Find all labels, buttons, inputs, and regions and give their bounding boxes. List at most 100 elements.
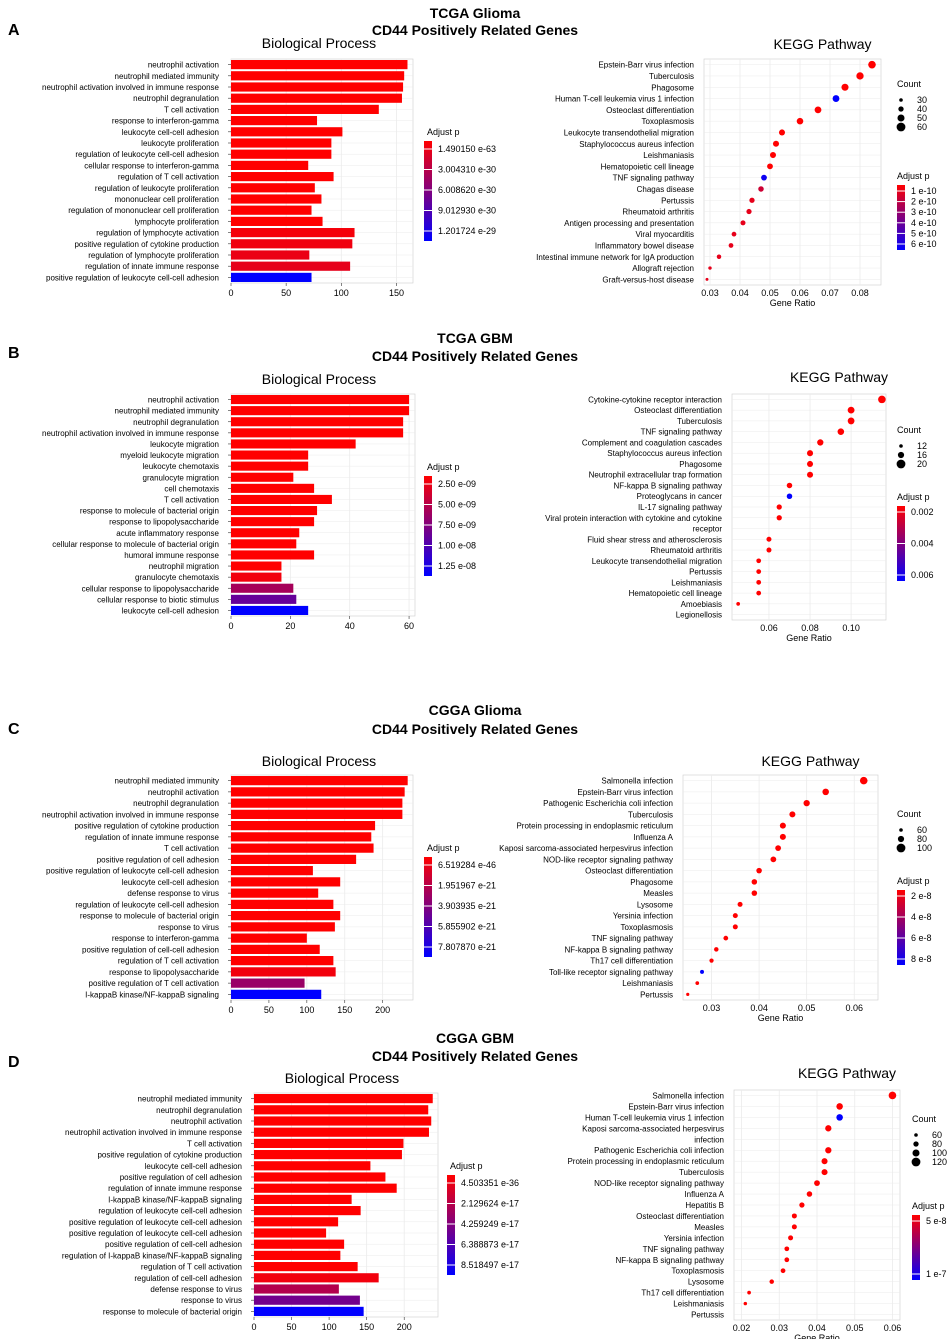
panel-c-bp-category-label: regulation of T cell activation <box>118 957 219 966</box>
panel-a-bp-category-label: positive regulation of leukocyte cell-ce… <box>46 273 219 282</box>
panel-b: B TCGA GBM CD44 Positively Related Genes Bi… <box>8 330 934 643</box>
panel-d-bp-legend-label: 4.503351 e-36 <box>461 1178 519 1188</box>
panel-d-kegg-dot <box>799 1202 805 1208</box>
panel-d-bp-category-label: positive regulation of leukocyte cell-ce… <box>69 1218 242 1227</box>
panel-a-bp-bar <box>231 172 334 182</box>
panel-b-bp-category-label: neutrophil degranulation <box>133 418 219 427</box>
panel-a-kegg-legend-label: 6 e-10 <box>911 239 937 249</box>
panel-b-kegg-category-label: Phagosome <box>679 460 722 469</box>
panel-d-kegg-size-label: 120 <box>932 1157 947 1167</box>
panel-c-kegg-dot <box>779 822 786 829</box>
panel-d-kegg-dot <box>780 1268 786 1274</box>
panel-c-kegg-category-label: Yersinia infection <box>613 912 673 921</box>
panel-b-kegg-xtick-label: 0.10 <box>842 623 860 633</box>
panel-d-bp-xtick-label: 50 <box>287 1322 297 1332</box>
panel-a-kegg-category-label: Leukocyte transendothelial migration <box>564 128 694 137</box>
panel-a-kegg-size-label: 30 <box>917 95 927 105</box>
panel-d-kegg-category-label: NOD-like receptor signaling pathway <box>594 1179 724 1188</box>
panel-a-kegg-legend-title: Adjust p <box>897 171 930 181</box>
panel-a-kegg-dot <box>856 72 864 80</box>
panel-a-bp-bar <box>231 104 379 114</box>
panel-b-kegg-category-label: Rheumatoid arthritis <box>650 546 722 555</box>
panel-b-kegg-dot <box>766 536 772 542</box>
panel-c-bp-category-label: I-kappaB kinase/NF-kappaB signaling <box>85 990 219 999</box>
panel-a-bp-category-label: neutrophil mediated immunity <box>115 72 220 81</box>
panel-d-bp-bar <box>254 1161 371 1171</box>
panel-d-kegg-dot <box>836 1114 843 1121</box>
panel-c-bp-bar <box>231 944 320 954</box>
panel-a-bp-legend-label: 1.490150 e-63 <box>438 144 496 154</box>
panel-c-letter: C <box>8 721 20 738</box>
panel-a-kegg-dot <box>769 152 777 159</box>
panel-b-bp-category-label: neutrophil activation involved in immune… <box>42 429 220 438</box>
panel-d-bp-category-label: regulation of leukocyte cell-cell adhesi… <box>98 1207 242 1216</box>
panel-b-bp-panel <box>230 393 416 617</box>
panel-b-bp-xtick-label: 40 <box>345 621 355 631</box>
panel-b-bp-xtick-label: 0 <box>228 621 233 631</box>
panel-a-bp-bar <box>231 160 309 170</box>
panel-a-kegg-dot <box>731 231 737 237</box>
panel-d-bp-bar <box>254 1273 379 1283</box>
panel-a-kegg-legend-label: 1 e-10 <box>911 186 937 196</box>
panel-a-kegg-size-label: 50 <box>917 113 927 123</box>
panel-b-kegg-dot <box>776 504 782 510</box>
panel-c-kegg-category-label: Kaposi sarcoma-associated herpesvirus in… <box>499 844 673 853</box>
panel-d-kegg-dot <box>836 1103 843 1110</box>
panel-d-kegg-category-label: Kaposi sarcoma-associated herpesvirus <box>582 1124 724 1133</box>
panel-a-kegg-category-label: Hematopoietic cell lineage <box>601 162 695 171</box>
panel-c-kegg-size-key <box>899 828 903 832</box>
panel-c-bp-category-label: positive regulation of cell-cell adhesio… <box>82 945 219 954</box>
panel-d-kegg-size-key <box>913 1141 919 1147</box>
panel-c-bp-category-label: positive regulation of cell adhesion <box>97 855 219 864</box>
panel-a-bp-bar <box>231 93 402 103</box>
panel-c-kegg-dot <box>695 981 700 985</box>
panel-d-bp-bar <box>254 1138 404 1148</box>
panel-c-bp-legend-label: 3.903935 e-21 <box>438 901 496 911</box>
panel-b-kegg-xtick-label: 0.08 <box>801 623 819 633</box>
panel-d-kegg-legend-label: 5 e-8 <box>926 1216 947 1226</box>
panel-a-kegg-dot <box>728 243 734 248</box>
panel-d-kegg-dot <box>747 1290 751 1295</box>
panel-a-bp-category-label: regulation of lymphocyte activation <box>96 229 219 238</box>
panel-b-bp-category-label: acute inflammatory response <box>116 529 219 538</box>
panel-c-bp-chart: Biological Process 0 50 100 150 200 neutrophil… <box>42 753 496 1015</box>
panel-a-bp-title: Biological Process <box>262 35 376 51</box>
panel-a-kegg-category-label: Chagas disease <box>637 185 695 194</box>
panel-d-kegg-size-title: Count <box>912 1114 937 1124</box>
panel-a-bp-xtick-label: 0 <box>228 288 233 298</box>
panel-d-kegg-colorbar <box>912 1215 920 1280</box>
panel-b-bp-category-label: cellular response to molecule of bacteri… <box>52 540 219 549</box>
panel-a-kegg-xtick-label: 0.07 <box>821 288 839 298</box>
panel-b-kegg-category-label: Staphylococcus aureus infection <box>607 449 722 458</box>
panel-b-kegg-category-label: Leishmaniasis <box>671 578 722 587</box>
panel-b-kegg-dot <box>756 558 762 564</box>
panel-a-kegg-category-label: Staphylococcus aureus infection <box>579 140 694 149</box>
panel-c-kegg-dot <box>732 924 738 930</box>
panel-b-bp-bar <box>231 572 282 582</box>
panel-c-kegg-size-label: 80 <box>917 834 927 844</box>
panel-c-kegg-category-label: Phagosome <box>630 878 673 887</box>
panel-d-kegg-dot <box>821 1169 828 1176</box>
panel-b-kegg-category-label: Leukocyte transendothelial migration <box>592 557 722 566</box>
panel-a-kegg-dot <box>705 277 709 281</box>
panel-b-kegg-size-key <box>899 444 903 448</box>
panel-d-kegg-category-label: Th17 cell differentiation <box>641 1289 724 1298</box>
panel-b-kegg-category-label: Legionellosis <box>676 611 722 620</box>
panel-b-kegg-category-label: Neutrophil extracellular trap formation <box>589 471 722 480</box>
panel-b-bp-bar <box>231 472 294 482</box>
panel-b-bp-xtick-label: 60 <box>404 621 414 631</box>
panel-a-kegg-size-label: 60 <box>917 122 927 132</box>
panel-a-bp-legend-label: 9.012930 e-30 <box>438 206 496 216</box>
panel-b-kegg-dot <box>776 515 782 521</box>
panel-b-bp-category-label: response to molecule of bacterial origin <box>80 507 219 516</box>
panel-a-kegg-dot <box>740 220 746 226</box>
panel-a-kegg-legend-label: 4 e-10 <box>911 218 937 228</box>
panel-a-kegg-category-label: Pertussis <box>661 196 694 205</box>
panel-a-kegg-size-key <box>899 98 903 102</box>
panel-a-bp-category-label: regulation of leukocyte proliferation <box>95 184 219 193</box>
panel-d-kegg-size-key <box>912 1149 920 1157</box>
panel-a-bp-category-label: regulation of lymphocyte proliferation <box>88 251 219 260</box>
panel-b-kegg-category-label: receptor <box>693 525 723 534</box>
panel-c-bp-bar <box>231 922 335 932</box>
panel-d-bp-legend-label: 8.518497 e-17 <box>461 1260 519 1270</box>
